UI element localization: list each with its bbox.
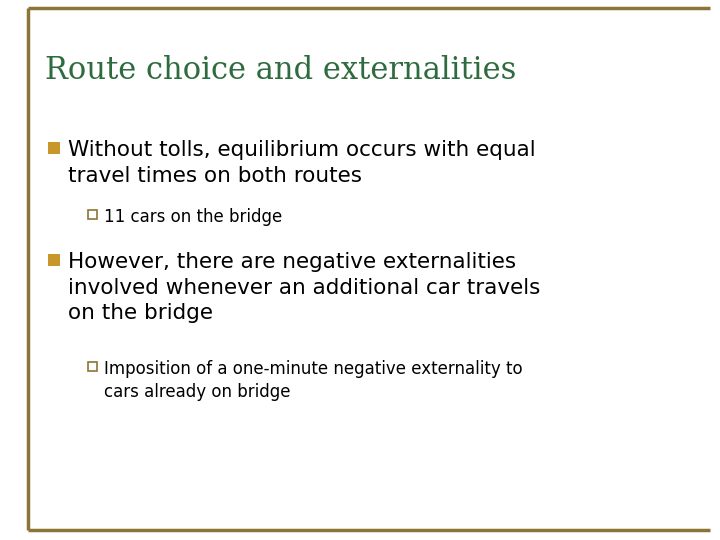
- Text: Route choice and externalities: Route choice and externalities: [45, 55, 516, 86]
- Bar: [48, 142, 60, 154]
- Text: However, there are negative externalities
involved whenever an additional car tr: However, there are negative externalitie…: [68, 252, 541, 323]
- Bar: [88, 210, 97, 219]
- Bar: [88, 362, 97, 371]
- Text: 11 cars on the bridge: 11 cars on the bridge: [104, 208, 282, 226]
- Text: Imposition of a one-minute negative externality to
cars already on bridge: Imposition of a one-minute negative exte…: [104, 360, 523, 401]
- Bar: [48, 254, 60, 266]
- Text: Without tolls, equilibrium occurs with equal
travel times on both routes: Without tolls, equilibrium occurs with e…: [68, 140, 536, 186]
